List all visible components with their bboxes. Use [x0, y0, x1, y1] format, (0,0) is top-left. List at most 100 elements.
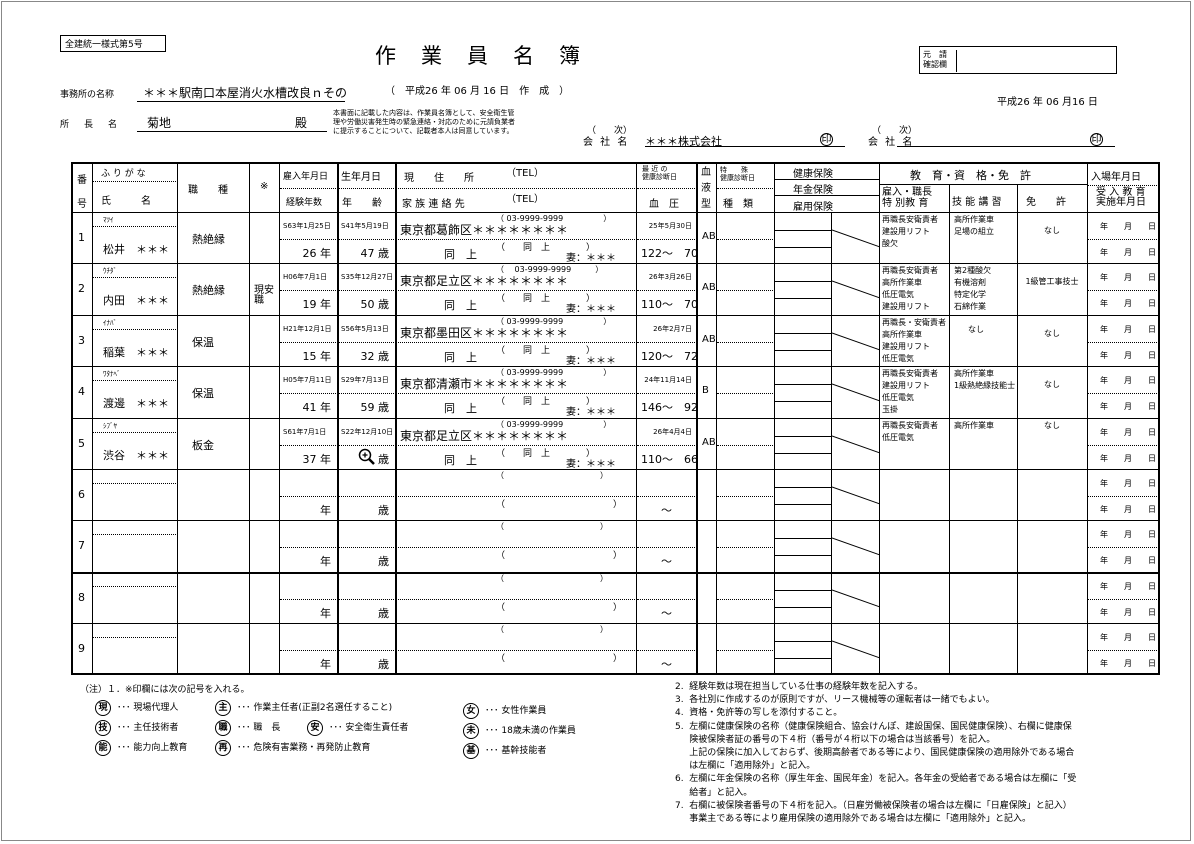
dotted-divider — [338, 496, 396, 497]
dotted-divider — [637, 239, 697, 240]
confirm-label: 元 請確認欄 — [923, 50, 957, 72]
blood-type: AB — [702, 230, 716, 242]
office-label: 事務所の名称 — [60, 90, 115, 100]
skill-cell — [950, 624, 1018, 675]
row-number-text: 1 — [78, 230, 85, 244]
family-tel: （ 同 上 ） — [496, 448, 596, 459]
dotted-divider — [338, 342, 396, 343]
header-job-label: 職 種 — [188, 185, 228, 196]
age: 歳 — [378, 657, 389, 671]
dotted-divider — [396, 393, 637, 394]
dotted-divider — [280, 290, 338, 291]
header-no-1: 番 — [77, 175, 87, 186]
symbol-text: ･･･ 18歳未満の作業員 — [485, 726, 576, 736]
mark-cell: 現安職 — [250, 264, 280, 316]
dotted-divider — [338, 188, 396, 189]
education-item: 建設用リフト — [882, 381, 930, 390]
ins-health-label: 健康保険 — [793, 169, 833, 180]
confirm-label-line: 確認欄 — [923, 60, 947, 69]
header-age-label: 年 齢 — [342, 198, 382, 209]
education-item: 建設用リフト — [882, 227, 930, 236]
worker-name: 渡邊 ＊＊＊ — [103, 397, 169, 410]
dotted-divider — [396, 188, 637, 189]
dotted-divider — [637, 650, 697, 651]
dotted-divider — [93, 637, 178, 638]
insurance-divider — [775, 453, 832, 454]
license-cell: 1級管工事技士 — [1018, 264, 1088, 316]
page-title: 作 業 員 名 簿 — [375, 44, 582, 68]
header-exp-label: 経験年数 — [286, 198, 323, 208]
skill-list: 高所作業車 1級熱絶縁技能士 — [954, 368, 1015, 392]
birth-date: S56年5月13日 — [341, 325, 389, 333]
dotted-divider — [338, 290, 396, 291]
job-cell: 板金 — [178, 419, 250, 470]
consent-line: に提示することについて、記載者本人は同意しています。 — [333, 127, 514, 135]
note-line: 2. 経験年数は現在担当している仕事の経験年数を記入する。 — [675, 682, 924, 692]
dotted-divider — [93, 277, 178, 278]
education-cell: 再職長・安衛責者 高所作業車 建設用リフト 低圧電気 — [880, 316, 950, 367]
row-number-text: 4 — [78, 385, 85, 398]
header-tel: （TEL） — [506, 168, 544, 179]
entry-edu-date: 年 月 日 — [1100, 607, 1159, 617]
symbol-text: ･･･ 安全衛生責任者 — [329, 723, 409, 733]
furigana: ｼﾌﾞﾔ — [103, 422, 117, 430]
education-item: 高所作業車 — [882, 278, 922, 287]
education-list: 再職長安衛責者 建設用リフト 酸欠 — [882, 214, 938, 250]
license-cell: なし — [1018, 213, 1088, 264]
header-ins-health: 健康保険 — [775, 163, 880, 180]
insurance-name-cell — [775, 213, 832, 264]
dotted-divider — [637, 342, 697, 343]
insurance-divider — [775, 487, 832, 488]
dotted-divider — [396, 445, 637, 446]
mark-cell — [250, 521, 280, 573]
birth-date: S29年7月13日 — [341, 376, 389, 384]
header-mark-label: ※ — [260, 181, 269, 192]
family-contact: 同 上 — [444, 402, 477, 415]
company-name — [897, 133, 1115, 147]
note-line: 3. 各社別に作成するのが原則ですが、リース機械等の運転者は一緒でもよい。 — [675, 695, 995, 706]
checkup-date: 24年11月14日 — [644, 376, 692, 384]
skill-item: 有機溶剤 — [954, 278, 986, 287]
note-symbol: 主 ･･･ 作業主任者(正副2名選任すること) — [215, 700, 392, 716]
dotted-divider — [396, 599, 637, 600]
symbol-text: ･･･ 職 長 — [237, 723, 281, 733]
license: なし — [1044, 329, 1060, 338]
symbol-mark-icon: 基 — [463, 743, 479, 759]
license: なし — [1044, 380, 1060, 389]
dotted-divider — [280, 599, 338, 600]
header-job: 職 種 — [178, 163, 250, 213]
note-symbol: 再 ･･･ 危険有害業務・再発防止教育 — [215, 740, 370, 756]
education-item: 再職長・安衛責者 — [882, 318, 946, 327]
header-entry-edu-label: 受 入 教 育実施年月日 — [1096, 188, 1146, 208]
skill-item: なし — [968, 325, 984, 334]
header-birth-label: 生年月日 — [341, 172, 381, 183]
family-tel: （ 同 上 ） — [496, 294, 596, 304]
entry-date: 年 月 日 — [1100, 582, 1159, 591]
header-blood: 血液型 — [697, 163, 717, 213]
dotted-divider — [338, 650, 396, 651]
dotted-divider — [396, 496, 637, 497]
dotted-divider — [717, 650, 775, 651]
dotted-divider — [717, 445, 775, 446]
confirm-box: 元 請確認欄 — [919, 46, 1117, 74]
education-cell — [880, 470, 950, 521]
name-cell: ｼﾌﾞﾔ 渋谷 ＊＊＊ — [93, 419, 178, 470]
checkup-date: 26年3月26日 — [648, 273, 692, 281]
address-tel: （ 03-9999-9999 ） — [496, 265, 604, 274]
name-cell: ｲﾅﾊﾞ 稲葉 ＊＊＊ — [93, 316, 178, 367]
insurance-number-cell — [832, 419, 880, 470]
blood-pressure: 110～ 70 — [641, 298, 697, 311]
address-tel: （ ） — [496, 471, 608, 480]
header-no: 番号 — [72, 163, 93, 213]
dotted-divider — [93, 483, 178, 484]
dotted-divider — [396, 547, 637, 548]
skill-cell — [950, 573, 1018, 624]
insurance-name-cell — [775, 419, 832, 470]
dotted-divider — [280, 393, 338, 394]
family-tel: （ 同 上 ） — [496, 242, 596, 253]
experience: 37 年 — [302, 452, 332, 466]
furigana: ｳﾁﾀﾞ — [103, 267, 117, 275]
row-number-text: 8 — [78, 590, 85, 604]
education-cell — [880, 521, 950, 573]
